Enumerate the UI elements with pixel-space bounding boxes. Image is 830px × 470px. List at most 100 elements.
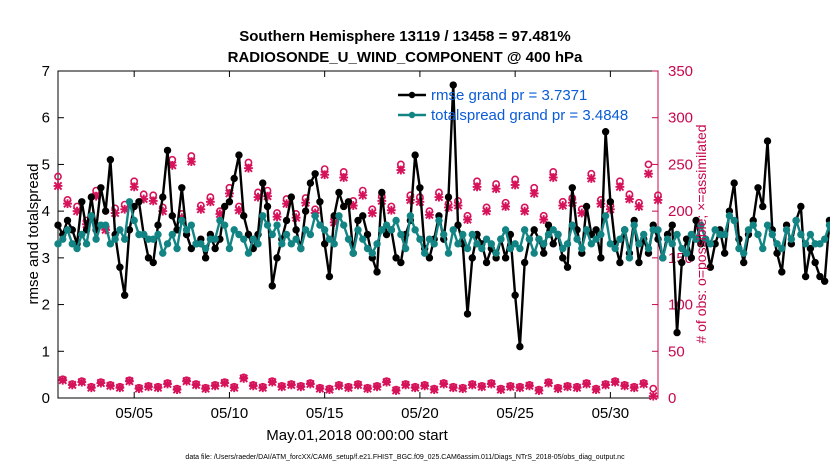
y-tick-label-right: 0	[668, 390, 676, 407]
obs-assimilated-marker	[515, 383, 525, 393]
rmse-point	[516, 342, 524, 351]
totalspread-point	[611, 244, 619, 253]
rmse-point	[87, 193, 96, 201]
totalspread-point	[825, 221, 830, 229]
rmse-point	[392, 254, 400, 262]
totalspread-point	[225, 244, 234, 253]
totalspread-point	[420, 249, 429, 257]
totalspread-point	[744, 226, 753, 234]
rmse-point	[211, 244, 219, 253]
rmse-point	[411, 151, 419, 159]
totalspread-point	[78, 230, 86, 239]
totalspread-point	[692, 235, 700, 243]
obs-assimilated-marker	[620, 381, 630, 391]
obs-assimilated-marker	[420, 381, 430, 391]
rmse-point	[468, 254, 476, 262]
obs-assimilated-marker	[644, 169, 653, 179]
totalspread-point	[59, 235, 67, 243]
totalspread-point	[554, 230, 562, 239]
rmse-point	[316, 198, 324, 206]
obs-assimilated-marker	[615, 182, 625, 192]
rmse-point	[263, 202, 272, 211]
rmse-point	[778, 268, 786, 276]
totalspread-point	[659, 254, 667, 262]
totalspread-point	[501, 226, 510, 234]
rmse-point	[325, 272, 334, 281]
totalspread-point	[820, 235, 829, 243]
totalspread-point	[606, 240, 615, 248]
totalspread-point	[635, 240, 643, 248]
rmse-point	[444, 193, 453, 201]
rmse-point	[520, 258, 529, 267]
rmse-point	[282, 216, 291, 225]
obs-assimilated-marker	[434, 192, 444, 202]
totalspread-point	[697, 221, 705, 229]
rmse-point	[816, 272, 824, 281]
legend-totalspread-label: totalspread grand pr = 3.4848	[431, 107, 628, 124]
totalspread-point	[92, 235, 100, 243]
totalspread-point	[668, 240, 676, 248]
rmse-point	[601, 128, 610, 136]
totalspread-point	[363, 244, 372, 253]
x-tick-label: 05/25	[496, 405, 534, 422]
obs-assimilated-marker	[448, 383, 458, 393]
totalspread-point	[459, 230, 467, 239]
rmse-point	[159, 193, 167, 201]
totalspread-point	[68, 240, 76, 248]
obs-assimilated-marker	[467, 380, 477, 390]
y-tick-label-right: 300	[668, 110, 693, 127]
totalspread-point	[730, 216, 738, 225]
rmse-point	[116, 263, 124, 271]
totalspread-point	[644, 244, 653, 253]
rmse-point	[187, 244, 196, 253]
obs-assimilated-marker	[425, 210, 434, 220]
obs-assimilated-marker	[563, 382, 572, 392]
totalspread-point	[163, 240, 172, 248]
totalspread-point	[382, 221, 391, 229]
totalspread-point	[506, 244, 515, 253]
rmse-point	[240, 212, 248, 220]
obs-assimilated-marker	[272, 212, 282, 222]
totalspread-point	[268, 230, 276, 239]
chart-title-line-2: RADIOSONDE_U_WIND_COMPONENT @ 400 hPa	[228, 49, 583, 66]
rmse-point	[178, 184, 186, 192]
totalspread-point	[216, 216, 224, 225]
rmse-point	[135, 198, 143, 206]
rmse-point	[706, 263, 715, 271]
rmse-point	[740, 258, 748, 267]
totalspread-point	[401, 244, 410, 253]
obs-assimilated-marker	[472, 182, 482, 192]
totalspread-point	[601, 212, 610, 220]
rmse-point	[268, 282, 276, 290]
totalspread-point	[473, 240, 481, 248]
rmse-point	[692, 216, 700, 225]
obs-assimilated-marker	[77, 377, 87, 387]
totalspread-point	[520, 226, 529, 234]
totalspread-point	[620, 226, 629, 234]
rmse-point	[154, 221, 162, 229]
totalspread-point	[359, 235, 367, 243]
obs-assimilated-marker	[267, 377, 277, 387]
rmse-point	[563, 263, 572, 271]
obs-assimilated-marker	[534, 386, 544, 395]
rmse-point	[259, 179, 267, 187]
obs-assimilated-marker	[234, 205, 244, 215]
totalspread-point	[287, 240, 296, 248]
totalspread-point	[273, 221, 281, 229]
rmse-point	[568, 184, 576, 192]
rmse-point	[273, 254, 281, 262]
x-tick-label: 05/20	[401, 405, 439, 422]
totalspread-point	[654, 226, 662, 234]
obs-assimilated-marker	[539, 215, 549, 224]
x-tick-label: 05/30	[592, 405, 630, 422]
totalspread-point	[282, 230, 291, 239]
rmse-point	[673, 328, 681, 337]
rmse-point	[378, 188, 386, 197]
totalspread-point	[349, 249, 357, 257]
rmse-point	[530, 226, 538, 234]
obs-assimilated-marker	[229, 383, 239, 393]
rmse-point	[759, 202, 767, 211]
y-tick-label-left: 1	[42, 343, 50, 360]
obs-assimilated-marker	[277, 382, 287, 392]
